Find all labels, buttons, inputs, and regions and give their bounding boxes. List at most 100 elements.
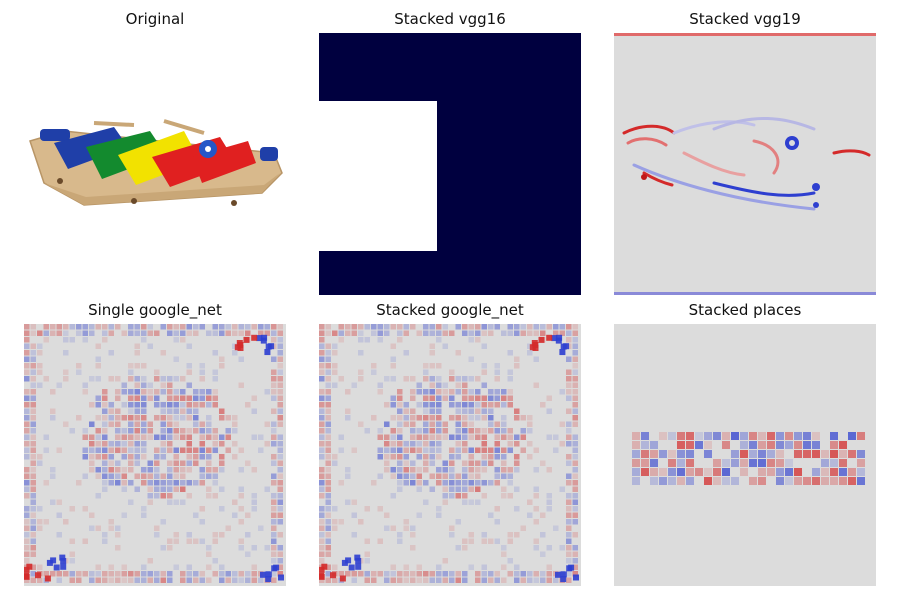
heatmap-cell: [758, 459, 766, 467]
corner-blob-cell: [243, 336, 250, 343]
heatmap-cell: [102, 454, 108, 460]
heatmap-cell: [514, 434, 520, 440]
heatmap-cell: [358, 369, 364, 375]
heatmap-cell: [160, 389, 166, 395]
heatmap-cell: [115, 525, 121, 531]
heatmap-cell: [436, 395, 442, 401]
heatmap-cell: [134, 415, 140, 421]
heatmap-cell: [63, 421, 69, 427]
heatmap-cell: [722, 441, 730, 449]
heatmap-cell: [212, 395, 218, 401]
corner-blob-cell: [60, 558, 67, 564]
heatmap-cell: [371, 324, 377, 330]
heatmap-cell: [731, 432, 739, 440]
heatmap-cell: [416, 454, 422, 460]
heatmap-cell: [319, 376, 325, 382]
heatmap-cell: [271, 434, 277, 440]
heatmap-cell: [193, 330, 199, 336]
heatmap-cell: [232, 428, 238, 434]
heatmap-cell: [449, 415, 455, 421]
heatmap-cell: [364, 506, 370, 512]
heatmap-cell: [390, 428, 396, 434]
heatmap-cell: [264, 486, 270, 492]
heatmap-cell: [785, 477, 793, 485]
heatmap-cell: [271, 473, 277, 479]
heatmap-cell: [390, 564, 396, 570]
heatmap-cell: [566, 525, 572, 531]
heatmap-cell: [24, 356, 30, 362]
heatmap-cell: [271, 369, 277, 375]
heatmap-cell: [30, 350, 36, 356]
heatmap-cell: [121, 330, 127, 336]
heatmap-cell: [566, 473, 572, 479]
heatmap-cell: [219, 460, 225, 466]
heatmap-cell: [212, 350, 218, 356]
heatmap-cell: [30, 363, 36, 369]
heatmap-cell: [186, 538, 192, 544]
heatmap-cell: [325, 441, 331, 447]
heatmap-cell: [134, 571, 140, 577]
heatmap-cell: [102, 421, 108, 427]
heatmap-cell: [468, 467, 474, 473]
heatmap-cell: [95, 415, 101, 421]
heatmap-cell: [416, 473, 422, 479]
heatmap-cell: [82, 447, 88, 453]
heatmap-cell: [436, 415, 442, 421]
heatmap-cell: [566, 369, 572, 375]
heatmap-cell: [345, 467, 351, 473]
heatmap-cell: [319, 519, 325, 525]
heatmap-cell: [134, 408, 140, 414]
heatmap-cell: [722, 468, 730, 476]
heatmap-cell: [271, 460, 277, 466]
heatmap-cell: [219, 434, 225, 440]
heatmap-cell: [238, 545, 244, 551]
heatmap-cell: [507, 571, 513, 577]
stacked-vgg16-map: [319, 33, 581, 295]
heatmap-cell: [455, 447, 461, 453]
heatmap-cell: [659, 450, 667, 458]
heatmap-cell: [553, 324, 559, 330]
heatmap-cell: [475, 324, 481, 330]
heatmap-cell: [193, 512, 199, 518]
heatmap-cell: [232, 499, 238, 505]
heatmap-cell: [713, 468, 721, 476]
heatmap-cell: [377, 434, 383, 440]
heatmap-cell: [186, 369, 192, 375]
heatmap-cell: [102, 532, 108, 538]
heatmap-cell: [572, 558, 578, 564]
heatmap-cell: [377, 473, 383, 479]
heatmap-cell: [449, 480, 455, 486]
heatmap-cell: [501, 551, 507, 557]
heatmap-cell: [37, 363, 43, 369]
heatmap-cell: [384, 512, 390, 518]
heatmap-cell: [141, 363, 147, 369]
heatmap-cell: [758, 477, 766, 485]
heatmap-cell: [839, 450, 847, 458]
heatmap-cell: [199, 480, 205, 486]
heatmap-cell: [410, 460, 416, 466]
heatmap-cell: [271, 330, 277, 336]
heatmap-cell: [271, 441, 277, 447]
heatmap-cell: [24, 577, 30, 583]
heatmap-cell: [193, 454, 199, 460]
heatmap-cell: [429, 571, 435, 577]
heatmap-cell: [43, 330, 49, 336]
heatmap-cell: [160, 486, 166, 492]
heatmap-cell: [410, 571, 416, 577]
heatmap-cell: [121, 480, 127, 486]
heatmap-cell: [30, 415, 36, 421]
heatmap-cell: [641, 468, 649, 476]
heatmap-cell: [442, 493, 448, 499]
heatmap-cell: [332, 460, 338, 466]
heatmap-cell: [102, 473, 108, 479]
heatmap-cell: [128, 408, 134, 414]
heatmap-cell: [128, 421, 134, 427]
heatmap-cell: [199, 441, 205, 447]
heatmap-cell: [102, 577, 108, 583]
heatmap-cell: [251, 545, 257, 551]
heatmap-cell: [449, 434, 455, 440]
heatmap-cell: [475, 330, 481, 336]
heatmap-cell: [24, 324, 30, 330]
panel-title-original: Original: [125, 10, 185, 28]
heatmap-cell: [167, 571, 173, 577]
